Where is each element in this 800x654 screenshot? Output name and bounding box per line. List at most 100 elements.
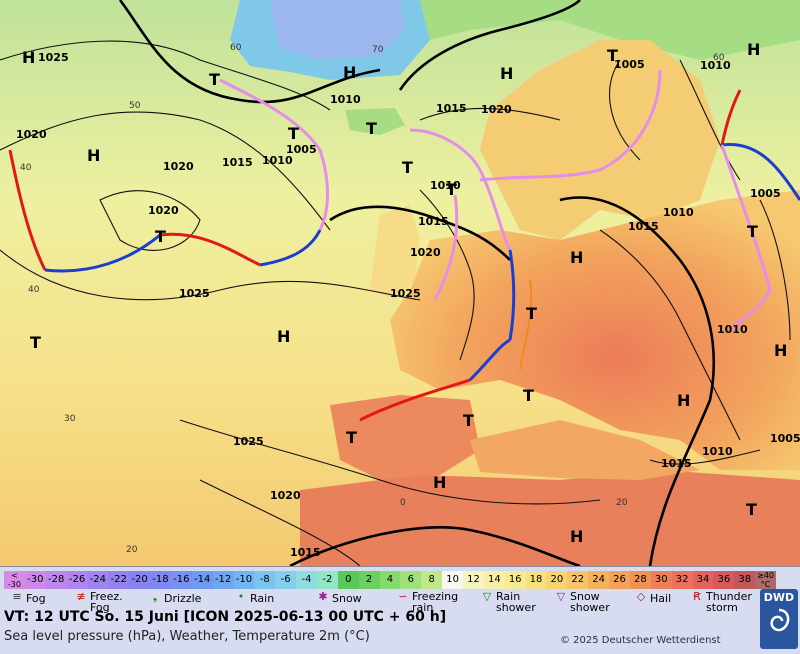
low-pressure-center: T <box>30 333 41 352</box>
high-pressure-center: H <box>277 327 290 346</box>
temperature-scale-cell: 12 <box>463 571 484 589</box>
low-pressure-center: T <box>366 119 377 138</box>
temperature-scale-cell: 22 <box>567 571 589 589</box>
temperature-scale-cell: 30 <box>650 571 672 589</box>
low-pressure-center: T <box>463 411 474 430</box>
iceland-land <box>345 108 405 135</box>
weather-legend-label: Snow shower <box>570 590 610 614</box>
weather-legend-item: Ꞧ Thunder storm <box>688 591 752 613</box>
weather-legend-item: • Rain <box>232 591 274 613</box>
temperature-scale-cell: -22 <box>108 571 130 589</box>
isobar-label: 1020 <box>163 160 194 173</box>
cold-front-germany <box>508 249 516 341</box>
temperature-scale-cell: -14 <box>191 571 213 589</box>
temperature-scale-cell: 2 <box>358 571 380 589</box>
temperature-scale-cell: -28 <box>45 571 67 589</box>
temperature-scale-cell: -20 <box>129 571 151 589</box>
europe-land <box>390 190 800 470</box>
temperature-scale-cell: 20 <box>546 571 568 589</box>
temperature-scale-cell: -24 <box>87 571 109 589</box>
trough-alps <box>519 279 533 371</box>
north-africa-land <box>300 470 800 566</box>
temperature-scale-cell: -10 <box>233 571 255 589</box>
cold-front-central <box>259 229 322 267</box>
occlusion-scandinavia <box>479 69 662 182</box>
temperature-isoline-label: 20 <box>126 545 138 555</box>
isobar-label: 1010 <box>717 323 748 336</box>
snow-icon: ✱ <box>318 590 328 603</box>
temperature-scale-cell: 16 <box>504 571 526 589</box>
isobar-label: 1010 <box>262 154 293 167</box>
temperature-isoline-label: 70 <box>372 45 384 55</box>
weather-legend-item: ≢ Freez. Fog <box>72 590 122 613</box>
isobar-label: 1005 <box>286 143 317 156</box>
thick-isobars <box>118 0 716 566</box>
isobar-label: 1025 <box>38 51 69 64</box>
freezing-fog-icon: ≢ <box>76 590 86 603</box>
greenland-ice <box>270 0 405 60</box>
isobar-lines <box>0 40 791 566</box>
high-pressure-center: H <box>500 64 513 83</box>
temperature-isoline-label: 60 <box>713 53 725 63</box>
cold-front-east <box>721 142 800 201</box>
rain-icon: • <box>237 590 245 603</box>
temperature-scale-cell: 32 <box>671 571 693 589</box>
weather-legend-label: Thunder storm <box>706 590 752 614</box>
isobar-label: 1005 <box>614 58 645 71</box>
isobar-label: 1020 <box>270 489 301 502</box>
temperature-scale-cell: -30 <box>24 571 46 589</box>
isobar-label: 1015 <box>661 457 692 470</box>
temperature-scale-cell: 14 <box>483 571 505 589</box>
occlusion-norway <box>409 128 512 251</box>
isobar-label: 1005 <box>750 187 781 200</box>
temperature-scale-cell: 24 <box>588 571 610 589</box>
cold-front-atlantic <box>44 233 161 273</box>
isobar-label: 1025 <box>179 287 210 300</box>
weather-legend-label: Snow <box>332 592 362 605</box>
temperature-isoline-label: 40 <box>20 163 32 173</box>
warm-front-central <box>159 232 261 267</box>
low-pressure-center: T <box>209 70 220 89</box>
thunderstorm-icon: Ꞧ <box>693 590 701 603</box>
temperature-isoline-label: 0 <box>400 498 406 508</box>
isobar-label: 1025 <box>233 435 264 448</box>
warm-front-iberia <box>359 378 471 422</box>
low-pressure-center: T <box>155 227 166 246</box>
weather-legend-item: ◇ Hail <box>632 591 671 613</box>
isobar-label: 1015 <box>418 215 449 228</box>
temperature-scale-cell: -16 <box>170 571 192 589</box>
high-pressure-center: H <box>433 473 446 492</box>
temperature-scale-cell: 18 <box>525 571 547 589</box>
weather-legend-label: Rain shower <box>496 590 536 614</box>
temperature-scale-cell: -26 <box>66 571 88 589</box>
weather-legend-label: Drizzle <box>164 592 202 605</box>
temperature-isoline-label: 50 <box>129 101 141 111</box>
scandinavia-land <box>480 40 720 240</box>
drizzle-icon: ❟ <box>152 590 158 603</box>
isobar-label: 1020 <box>410 246 441 259</box>
isobar-label: 1015 <box>222 156 253 169</box>
isobar-label: 1015 <box>436 102 467 115</box>
isobar-label: 1010 <box>702 445 733 458</box>
warm-front-east <box>720 89 742 146</box>
temperature-scale-cell: 38 <box>734 571 756 589</box>
temperature-scale-cell: 0 <box>337 571 359 589</box>
weather-legend-label: Hail <box>650 592 672 605</box>
isobar-label: 1010 <box>430 179 461 192</box>
low-pressure-center: T <box>607 46 618 65</box>
fog-icon: ≡ <box>12 590 22 603</box>
isobar-label: 1025 <box>390 287 421 300</box>
temperature-scale-cell: -18 <box>150 571 171 589</box>
temperature-isoline-label: 20 <box>616 498 628 508</box>
low-pressure-center: T <box>346 428 357 447</box>
high-pressure-center: H <box>747 40 760 59</box>
temperature-scale-cell: 4 <box>379 571 401 589</box>
weather-legend-item: ▽ Snow shower <box>552 591 610 613</box>
map-description: Sea level pressure (hPa), Weather, Tempe… <box>4 629 370 644</box>
isobar-label: 1015 <box>290 546 321 559</box>
temperature-scale-cell: 26 <box>609 571 630 589</box>
temperature-isoline-label: 40 <box>28 285 40 295</box>
isobar-label: 1010 <box>700 59 731 72</box>
low-pressure-center: T <box>747 222 758 241</box>
